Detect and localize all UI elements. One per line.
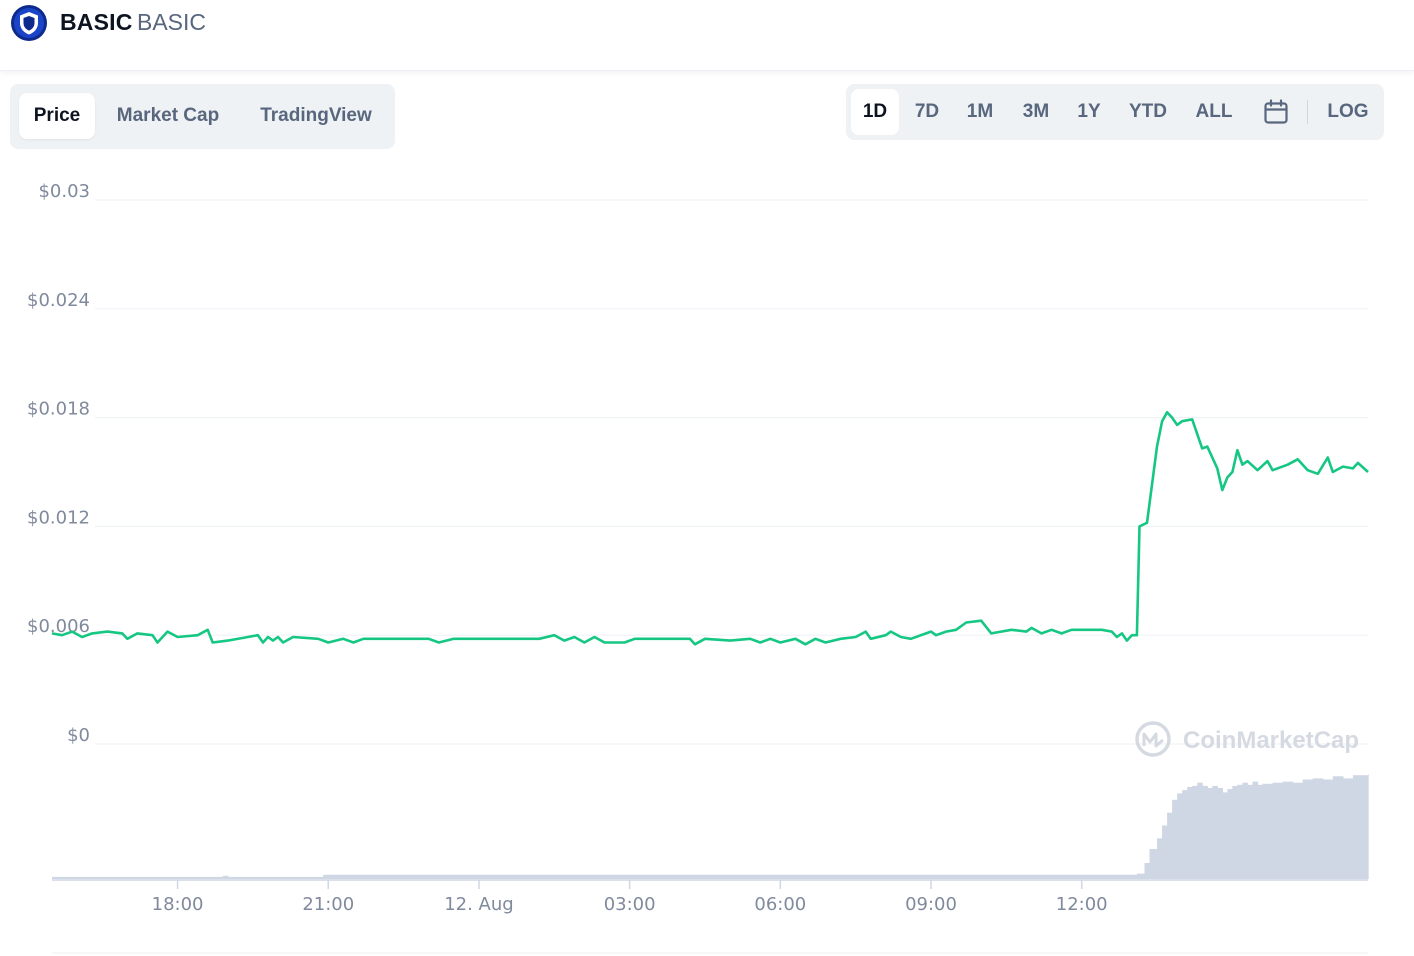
tab-market-cap[interactable]: Market Cap bbox=[116, 105, 220, 126]
volume-bar bbox=[1227, 789, 1233, 879]
range-1y[interactable]: 1Y bbox=[1077, 101, 1101, 122]
y-tick-label: $0.018 bbox=[27, 399, 90, 420]
volume-bar bbox=[1232, 785, 1239, 879]
range-1m[interactable]: 1M bbox=[966, 101, 994, 122]
tab-price[interactable]: Price bbox=[19, 93, 95, 139]
volume-bar bbox=[1202, 785, 1208, 879]
volume-bar bbox=[1177, 793, 1183, 879]
x-axis: 18:00 21:00 12. Aug 03:00 06:00 09:00 12:00 bbox=[52, 879, 1368, 954]
volume-series bbox=[52, 774, 1369, 879]
x-tick-label: 03:00 bbox=[604, 894, 656, 915]
volume-bar bbox=[780, 874, 932, 879]
volume-bar bbox=[227, 876, 279, 879]
volume-bar bbox=[1197, 782, 1203, 879]
volume-bar bbox=[1252, 781, 1259, 879]
volume-bar bbox=[1342, 778, 1354, 879]
volume-bar bbox=[1207, 788, 1213, 879]
tab-tradingview[interactable]: TradingView bbox=[260, 105, 372, 126]
x-tick-label: 18:00 bbox=[152, 894, 204, 915]
volume-bar bbox=[1242, 782, 1249, 879]
volume-bar bbox=[1081, 874, 1133, 879]
volume-bar bbox=[1272, 782, 1284, 879]
volume-bar bbox=[1144, 862, 1151, 879]
range-divider bbox=[1307, 100, 1308, 124]
y-tick-label: $0.03 bbox=[38, 181, 90, 202]
coin-symbol: BASIC bbox=[137, 9, 207, 35]
coinmarketcap-watermark: CoinMarketCap bbox=[1135, 721, 1359, 757]
volume-bar bbox=[323, 874, 329, 879]
volume-bar bbox=[1149, 849, 1158, 879]
volume-bar bbox=[1157, 838, 1163, 879]
calendar-icon[interactable] bbox=[1263, 99, 1289, 125]
x-tick-label: 09:00 bbox=[905, 894, 957, 915]
price-chart: $0.03$0.024$0.018$0.012$0.006$0 CoinMark… bbox=[27, 181, 1369, 954]
volume-bar bbox=[1192, 785, 1198, 879]
chart-type-tabs: Price Market Cap TradingView bbox=[10, 84, 395, 149]
volume-bar bbox=[1368, 774, 1369, 879]
range-1d[interactable]: 1D bbox=[851, 89, 899, 135]
x-tick-label: 12:00 bbox=[1056, 894, 1108, 915]
x-tick-label: 06:00 bbox=[754, 894, 806, 915]
volume-bar bbox=[1247, 784, 1254, 879]
volume-bar bbox=[1217, 788, 1223, 879]
range-ytd[interactable]: YTD bbox=[1129, 101, 1167, 122]
volume-bar bbox=[222, 875, 229, 879]
volume-bar bbox=[1292, 782, 1304, 879]
volume-bar bbox=[1262, 783, 1274, 879]
volume-bar bbox=[1302, 779, 1314, 879]
volume-bar bbox=[629, 874, 781, 879]
volume-bar bbox=[1172, 799, 1178, 879]
chart-grid bbox=[95, 199, 1368, 745]
coin-name: BASIC bbox=[60, 9, 133, 35]
volume-bar bbox=[1212, 785, 1218, 879]
volume-bar bbox=[278, 876, 324, 879]
volume-bar bbox=[1257, 784, 1264, 879]
range-7d[interactable]: 7D bbox=[914, 101, 940, 122]
volume-bar bbox=[1237, 784, 1244, 879]
volume-bar bbox=[127, 876, 224, 879]
price-line bbox=[51, 410, 1369, 646]
y-tick-label: $0.024 bbox=[27, 290, 90, 311]
y-tick-label: $0.012 bbox=[27, 507, 90, 528]
range-3m[interactable]: 3M bbox=[1022, 101, 1050, 122]
volume-bar bbox=[1352, 775, 1369, 879]
y-axis: $0.03$0.024$0.018$0.012$0.006$0 bbox=[27, 181, 90, 746]
volume-bar bbox=[931, 874, 1083, 879]
volume-bar bbox=[1332, 776, 1344, 879]
watermark-text: CoinMarketCap bbox=[1183, 727, 1359, 754]
volume-bar bbox=[1131, 874, 1138, 879]
coin-header: BASIC BASIC bbox=[0, 0, 1414, 71]
x-tick-label: 21:00 bbox=[302, 894, 354, 915]
volume-bar bbox=[1182, 790, 1188, 879]
volume-bar bbox=[353, 874, 480, 879]
volume-bar bbox=[52, 876, 128, 879]
volume-bar bbox=[1162, 825, 1168, 879]
time-range-selector: 1D 7D 1M 3M 1Y YTD ALL LOG bbox=[846, 84, 1384, 140]
volume-bar bbox=[1136, 873, 1146, 879]
log-scale-toggle[interactable]: LOG bbox=[1327, 101, 1369, 122]
range-all[interactable]: ALL bbox=[1195, 101, 1233, 122]
volume-bar bbox=[1312, 778, 1324, 879]
x-tick-label: 12. Aug bbox=[444, 894, 514, 915]
volume-bar bbox=[1322, 779, 1334, 879]
volume-bar bbox=[1167, 812, 1173, 879]
volume-bar bbox=[328, 874, 354, 879]
y-tick-label: $0 bbox=[67, 725, 90, 746]
volume-bar bbox=[1282, 781, 1294, 879]
volume-bar bbox=[1222, 792, 1228, 879]
volume-bar bbox=[1187, 786, 1193, 879]
volume-bar bbox=[478, 874, 631, 879]
basic-logo-icon bbox=[11, 5, 47, 41]
coinmarketcap-logo-icon bbox=[1135, 721, 1171, 757]
